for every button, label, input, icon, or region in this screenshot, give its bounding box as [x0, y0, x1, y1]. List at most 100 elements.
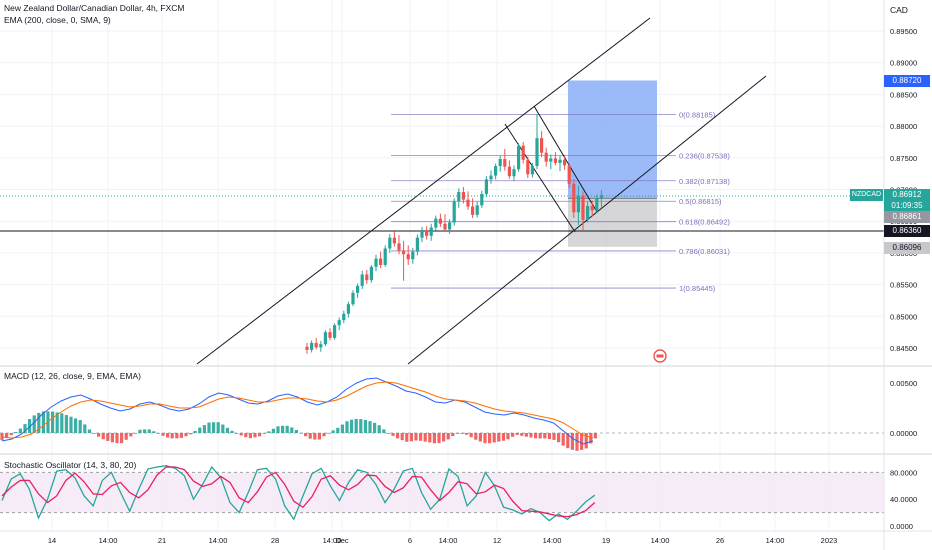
macd-histogram-bar: [83, 424, 87, 433]
candle-body: [365, 274, 369, 281]
candle-body: [480, 193, 484, 206]
macd-histogram-bar: [60, 413, 64, 433]
candlestick-series: [305, 114, 603, 354]
fib-level-label: 0.382(0.87138): [679, 177, 730, 186]
channel-upper-line[interactable]: [196, 17, 651, 365]
macd-axis-label: 0.00500: [890, 379, 917, 388]
fibonacci-retracement[interactable]: 0(0.88185) 0.236(0.87538) 0.382(0.87138) 0.…: [391, 110, 730, 293]
macd-histogram-bar: [179, 433, 183, 438]
candle-body: [540, 138, 544, 153]
macd-histogram-bar: [317, 433, 321, 440]
candle-body: [383, 248, 387, 265]
fib-level-label: 0.786(0.86031): [679, 247, 730, 256]
macd-histogram-bar: [143, 429, 147, 433]
macd-histogram-bar: [14, 431, 18, 433]
candle-body: [498, 159, 502, 167]
stochastic-axis-label: 80.0000: [890, 468, 917, 477]
candle-body: [595, 198, 599, 211]
macd-histogram-bar: [534, 433, 538, 439]
macd-histogram-bar: [483, 433, 487, 444]
candle-body: [512, 169, 516, 177]
trend-line-2[interactable]: [533, 105, 598, 213]
candle-body: [521, 145, 525, 160]
macd-histogram-bar: [396, 433, 400, 439]
candle-body: [466, 199, 470, 207]
macd-histogram-bar: [428, 433, 432, 443]
time-axis-label: 26: [716, 536, 724, 545]
macd-histogram-bar: [106, 433, 110, 441]
last-price-tag: 0.86912: [884, 189, 930, 201]
candle-body: [471, 206, 475, 215]
ema-legend[interactable]: EMA (200, close, 0, SMA, 9): [4, 15, 111, 25]
chart-grid: [0, 0, 884, 531]
macd-histogram-bar: [492, 433, 496, 443]
candle-body: [360, 274, 364, 286]
macd-histogram-bar: [170, 433, 174, 439]
main-legend[interactable]: New Zealand Dollar/Canadian Dollar, 4h, …: [4, 3, 185, 13]
time-axis-label: 14:00: [99, 536, 118, 545]
candle-body: [457, 192, 461, 202]
macd-histogram-bar: [368, 421, 372, 433]
macd-histogram-bar: [432, 433, 436, 444]
fib-level-label: 0.236(0.87538): [679, 151, 730, 160]
macd-histogram-bar: [290, 427, 294, 433]
trend-line-1[interactable]: [504, 123, 576, 233]
macd-histogram-bar: [354, 418, 358, 433]
macd-legend[interactable]: MACD (12, 26, close, 9, EMA, EMA): [4, 371, 141, 381]
time-axis-label: 14:00: [543, 536, 562, 545]
macd-histogram-bar: [101, 433, 105, 440]
macd-histogram-bar: [340, 424, 344, 433]
macd-histogram-bar: [400, 433, 404, 441]
target-price-tag: 0.88720: [884, 75, 930, 87]
macd-histogram-bar: [212, 422, 216, 433]
long-position-stop-zone[interactable]: [568, 198, 657, 247]
macd-histogram-bar: [455, 433, 459, 434]
macd-histogram-bar: [202, 425, 206, 433]
long-position-target-zone[interactable]: [568, 80, 657, 199]
macd-histogram-bar: [239, 433, 243, 436]
candle-body: [346, 304, 350, 314]
time-axis-label: 14:00: [323, 536, 342, 545]
macd-histogram-bar: [115, 433, 119, 444]
macd-histogram-bar: [248, 433, 252, 439]
macd-histogram-bar: [322, 433, 326, 437]
candle-body: [351, 292, 355, 305]
macd-histogram-bar: [41, 411, 45, 433]
candle-body: [328, 332, 332, 338]
macd-histogram-bar: [184, 433, 188, 437]
stochastic-legend[interactable]: Stochastic Oscillator (14, 3, 80, 20): [4, 460, 137, 470]
macd-histogram-bar: [37, 412, 41, 433]
candle-body: [392, 237, 396, 244]
stochastic-axis[interactable]: 80.0000 40.0000 0.0000: [890, 468, 917, 531]
macd-histogram-bar: [299, 432, 303, 434]
price-axis-label: 0.88000: [890, 122, 917, 131]
macd-histogram-bar: [474, 433, 478, 440]
macd-histogram-bar: [110, 433, 114, 443]
macd-histogram-bar: [469, 433, 473, 438]
macd-histogram-bar: [87, 429, 91, 433]
candle-body: [314, 342, 318, 348]
macd-histogram-bar: [55, 412, 59, 433]
price-axis-label: 0.84500: [890, 344, 917, 353]
macd-histogram-bar: [281, 425, 285, 433]
macd-histogram-bar: [276, 426, 280, 433]
macd-axis[interactable]: 0.00500 0.00000: [890, 379, 917, 438]
macd-histogram-bar: [198, 427, 202, 433]
channel-lower-line[interactable]: [407, 75, 767, 365]
macd-histogram-bar: [557, 433, 561, 443]
candle-body: [411, 251, 415, 260]
candle-body: [420, 230, 424, 238]
macd-histogram-bar: [423, 433, 427, 442]
price-axis-label: 0.88500: [890, 90, 917, 99]
candle-body: [406, 254, 410, 260]
macd-histogram-bar: [409, 433, 413, 442]
price-axis-label: 0.89500: [890, 27, 917, 36]
candle-body: [572, 183, 576, 213]
fib-level-label: 0(0.88185): [679, 110, 716, 119]
macd-histogram-bar: [391, 433, 395, 436]
macd-histogram-bar: [294, 429, 298, 433]
trend-channel[interactable]: [196, 17, 767, 365]
candle-body: [535, 138, 539, 167]
